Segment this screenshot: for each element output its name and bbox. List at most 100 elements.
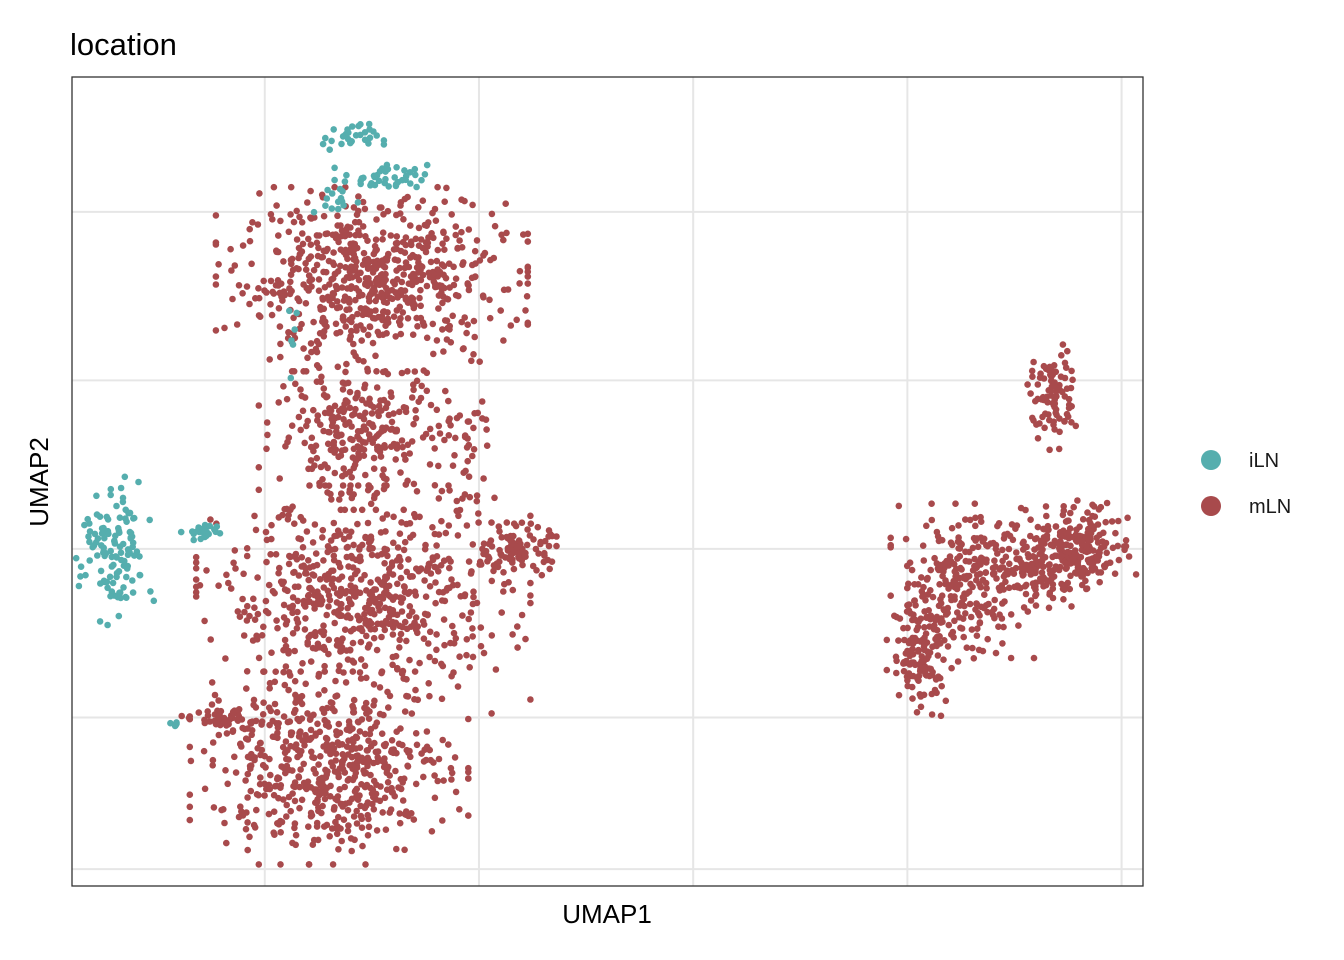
- point-mln: [1005, 584, 1013, 592]
- point-mln: [443, 317, 451, 325]
- point-mln: [278, 818, 286, 826]
- point-mln: [449, 462, 457, 470]
- point-mln: [336, 786, 344, 793]
- point-mln: [476, 358, 484, 366]
- point-mln: [275, 399, 283, 406]
- point-mln: [450, 669, 457, 676]
- point-mln: [1062, 559, 1069, 567]
- point-mln: [510, 565, 518, 573]
- point-mln: [948, 664, 955, 672]
- point-mln: [534, 523, 542, 531]
- point-mln: [909, 640, 917, 647]
- point-mln: [231, 547, 239, 554]
- point-mln: [346, 268, 354, 276]
- point-mln: [336, 304, 344, 311]
- point-mln: [948, 524, 956, 532]
- point-mln: [945, 621, 953, 629]
- point-mln: [271, 831, 278, 838]
- point-mln: [1055, 445, 1063, 453]
- point-mln: [514, 644, 521, 651]
- point-mln: [942, 697, 950, 705]
- point-iln: [380, 137, 388, 144]
- point-mln: [368, 620, 375, 627]
- point-mln: [452, 635, 460, 642]
- point-mln: [432, 217, 440, 224]
- point-mln: [365, 815, 372, 823]
- point-mln: [262, 528, 270, 536]
- point-mln: [223, 571, 230, 579]
- point-mln: [240, 632, 248, 639]
- point-mln: [394, 257, 402, 264]
- point-iln: [376, 168, 384, 175]
- point-mln: [995, 584, 1003, 592]
- point-mln: [378, 668, 386, 675]
- point-mln: [235, 282, 243, 289]
- point-iln: [291, 326, 299, 333]
- point-mln: [431, 482, 439, 489]
- point-mln: [397, 287, 404, 295]
- point-mln: [224, 780, 231, 788]
- point-mln: [327, 793, 334, 800]
- point-mln: [414, 323, 421, 330]
- point-mln: [404, 441, 412, 449]
- point-mln: [1024, 608, 1032, 615]
- point-mln: [974, 543, 982, 551]
- point-mln: [962, 516, 969, 523]
- point-iln: [93, 511, 101, 518]
- point-mln: [360, 308, 368, 315]
- point-mln: [465, 286, 473, 294]
- point-mln: [364, 762, 371, 770]
- point-mln: [1022, 590, 1030, 598]
- point-mln: [1052, 523, 1060, 530]
- point-mln: [360, 358, 367, 365]
- point-mln: [368, 551, 376, 559]
- point-mln: [360, 758, 367, 765]
- point-mln: [416, 276, 423, 284]
- point-mln: [402, 481, 410, 488]
- point-mln: [307, 457, 315, 464]
- point-mln: [340, 277, 348, 284]
- point-mln: [480, 294, 487, 301]
- point-mln: [952, 570, 960, 577]
- point-mln: [479, 415, 486, 422]
- point-mln: [936, 633, 943, 640]
- point-mln: [914, 581, 922, 588]
- point-mln: [407, 238, 415, 245]
- point-mln: [320, 247, 328, 255]
- point-mln: [250, 595, 257, 603]
- point-mln: [1065, 404, 1073, 412]
- point-mln: [302, 300, 310, 307]
- point-mln: [461, 432, 469, 439]
- point-mln: [431, 657, 439, 665]
- point-mln: [229, 708, 237, 716]
- point-mln: [491, 494, 498, 502]
- legend-label-iln: iLN: [1249, 450, 1279, 472]
- point-mln: [522, 553, 529, 560]
- point-mln: [433, 337, 441, 344]
- point-mln: [420, 635, 428, 642]
- point-iln: [371, 181, 379, 189]
- point-mln: [957, 564, 964, 572]
- point-iln: [103, 578, 111, 586]
- point-mln: [968, 626, 976, 633]
- point-mln: [356, 544, 364, 551]
- point-mln: [379, 809, 387, 816]
- point-mln: [349, 776, 357, 784]
- point-mln: [1088, 564, 1095, 572]
- point-mln: [373, 384, 381, 391]
- point-mln: [369, 289, 377, 297]
- point-mln: [352, 769, 360, 777]
- point-mln: [344, 656, 352, 663]
- point-mln: [266, 721, 273, 729]
- point-mln: [963, 644, 971, 651]
- point-mln: [442, 387, 449, 395]
- point-mln: [446, 326, 453, 333]
- point-mln: [232, 769, 240, 776]
- point-mln: [435, 755, 443, 763]
- point-mln: [370, 806, 378, 813]
- point-mln: [361, 662, 369, 670]
- point-mln: [287, 271, 295, 279]
- point-mln: [384, 400, 391, 407]
- point-mln: [1000, 623, 1007, 631]
- point-mln: [461, 592, 469, 600]
